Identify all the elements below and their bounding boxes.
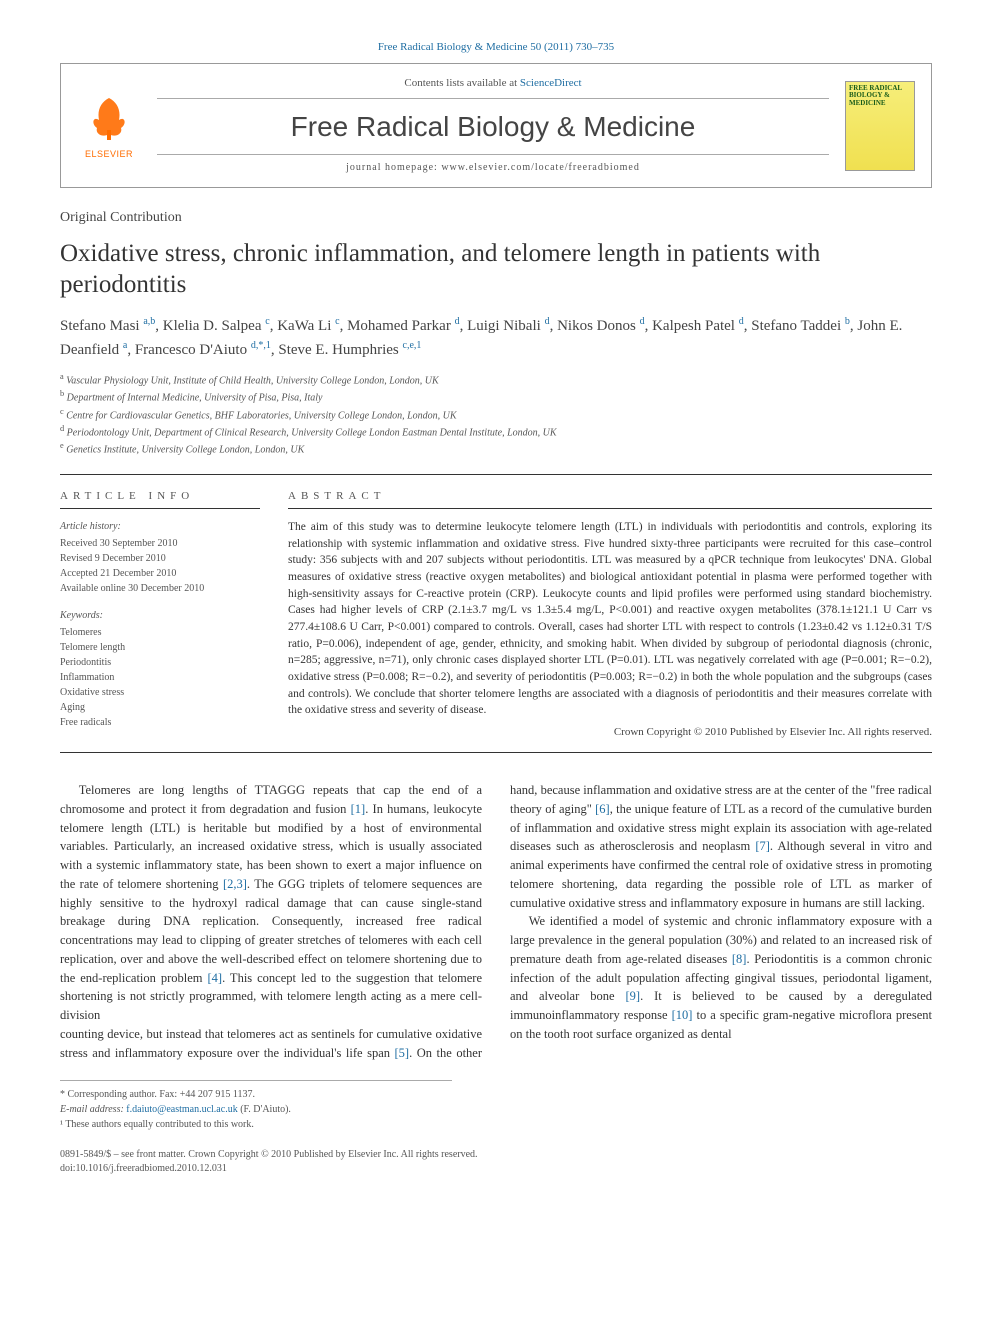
keyword: Free radicals [60,715,260,730]
footer: 0891-5849/$ – see front matter. Crown Co… [60,1148,932,1176]
email-label: E-mail address: [60,1104,126,1115]
cover-title-text: FREE RADICAL BIOLOGY & MEDICINE [849,85,911,108]
affiliations: a Vascular Physiology Unit, Institute of… [60,371,932,458]
article-info: ARTICLE INFO Article history: Received 3… [60,489,260,742]
history-accepted: Accepted 21 December 2010 [60,566,260,581]
keyword: Telomere length [60,640,260,655]
body-text: Telomeres are long lengths of TTAGGG rep… [60,781,932,1062]
history-revised: Revised 9 December 2010 [60,551,260,566]
keywords-block: Keywords: Telomeres Telomere length Peri… [60,608,260,730]
journal-header: ELSEVIER Contents lists available at Sci… [60,63,932,188]
elsevier-logo: ELSEVIER [77,90,141,162]
history-label: Article history: [60,519,260,534]
keyword: Aging [60,700,260,715]
journal-reference[interactable]: Free Radical Biology & Medicine 50 (2011… [60,40,932,55]
abstract-text: The aim of this study was to determine l… [288,519,932,719]
section-type: Original Contribution [60,208,932,228]
keyword: Oxidative stress [60,685,260,700]
front-matter: 0891-5849/$ – see front matter. Crown Co… [60,1148,932,1162]
affiliation-d: d Periodontology Unit, Department of Cli… [60,423,932,440]
keywords-label: Keywords: [60,608,260,623]
article-info-heading: ARTICLE INFO [60,489,260,509]
article-title: Oxidative stress, chronic inflammation, … [60,238,932,301]
abstract-copyright: Crown Copyright © 2010 Published by Else… [288,725,932,740]
keyword: Periodontitis [60,655,260,670]
email-link[interactable]: f.daiuto@eastman.ucl.ac.uk [126,1104,237,1115]
affiliation-e: e Genetics Institute, University College… [60,440,932,457]
elsevier-tree-icon [81,90,137,146]
keyword: Telomeres [60,625,260,640]
abstract-heading: ABSTRACT [288,489,932,509]
sciencedirect-link[interactable]: ScienceDirect [520,77,582,89]
publisher-name: ELSEVIER [85,148,133,161]
info-abstract-row: ARTICLE INFO Article history: Received 3… [60,489,932,742]
header-center: Contents lists available at ScienceDirec… [157,76,829,175]
history-received: Received 30 September 2010 [60,536,260,551]
journal-title: Free Radical Biology & Medicine [157,107,829,146]
email-line: E-mail address: f.daiuto@eastman.ucl.ac.… [60,1102,452,1117]
divider [60,752,932,753]
corresponding-author: * Corresponding author. Fax: +44 207 915… [60,1087,452,1102]
author-list: Stefano Masi a,b, Klelia D. Salpea c, Ka… [60,314,932,361]
body-paragraph: We identified a model of systemic and ch… [510,912,932,1043]
contents-prefix: Contents lists available at [404,77,519,89]
journal-cover-thumb: FREE RADICAL BIOLOGY & MEDICINE [845,81,915,171]
affiliation-a: a Vascular Physiology Unit, Institute of… [60,371,932,388]
doi: doi:10.1016/j.freeradbiomed.2010.12.031 [60,1162,932,1176]
equal-contribution-note: ¹ These authors equally contributed to t… [60,1117,452,1132]
journal-homepage: journal homepage: www.elsevier.com/locat… [157,154,829,175]
abstract: ABSTRACT The aim of this study was to de… [288,489,932,742]
affiliation-b: b Department of Internal Medicine, Unive… [60,388,932,405]
affiliation-c: c Centre for Cardiovascular Genetics, BH… [60,406,932,423]
keyword: Inflammation [60,670,260,685]
email-suffix: (F. D'Aiuto). [238,1104,291,1115]
article-history: Article history: Received 30 September 2… [60,519,260,596]
contents-available: Contents lists available at ScienceDirec… [157,76,829,98]
body-paragraph: Telomeres are long lengths of TTAGGG rep… [60,781,482,1025]
history-online: Available online 30 December 2010 [60,581,260,596]
divider [60,474,932,475]
footnotes: * Corresponding author. Fax: +44 207 915… [60,1080,452,1132]
